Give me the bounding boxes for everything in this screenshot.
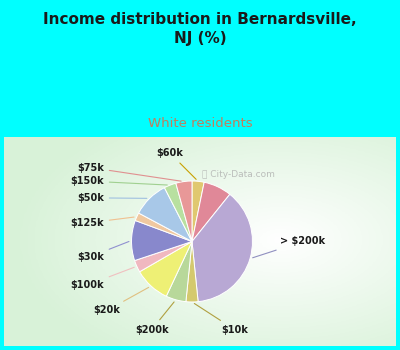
Wedge shape [186,241,198,302]
Text: Income distribution in Bernardsville,
NJ (%): Income distribution in Bernardsville, NJ… [43,12,357,46]
Wedge shape [164,183,192,242]
Wedge shape [132,220,192,261]
Text: > $200k: > $200k [253,237,325,258]
Wedge shape [139,188,192,242]
Text: $150k: $150k [70,176,167,186]
Wedge shape [192,194,252,302]
Text: $100k: $100k [70,267,134,290]
Text: $75k: $75k [77,163,181,181]
Wedge shape [135,213,192,242]
Text: $125k: $125k [70,217,134,228]
Wedge shape [192,181,204,242]
Wedge shape [135,241,192,272]
Text: ⓘ City-Data.com: ⓘ City-Data.com [202,170,275,179]
Wedge shape [192,182,230,241]
Text: $60k: $60k [157,148,196,179]
Wedge shape [140,241,192,296]
Text: $10k: $10k [194,303,248,335]
Text: $50k: $50k [77,193,147,203]
Text: $30k: $30k [77,241,129,261]
Wedge shape [166,241,192,302]
Wedge shape [176,181,192,242]
Text: $200k: $200k [135,302,174,335]
Text: White residents: White residents [148,117,252,130]
Text: $20k: $20k [94,287,149,315]
